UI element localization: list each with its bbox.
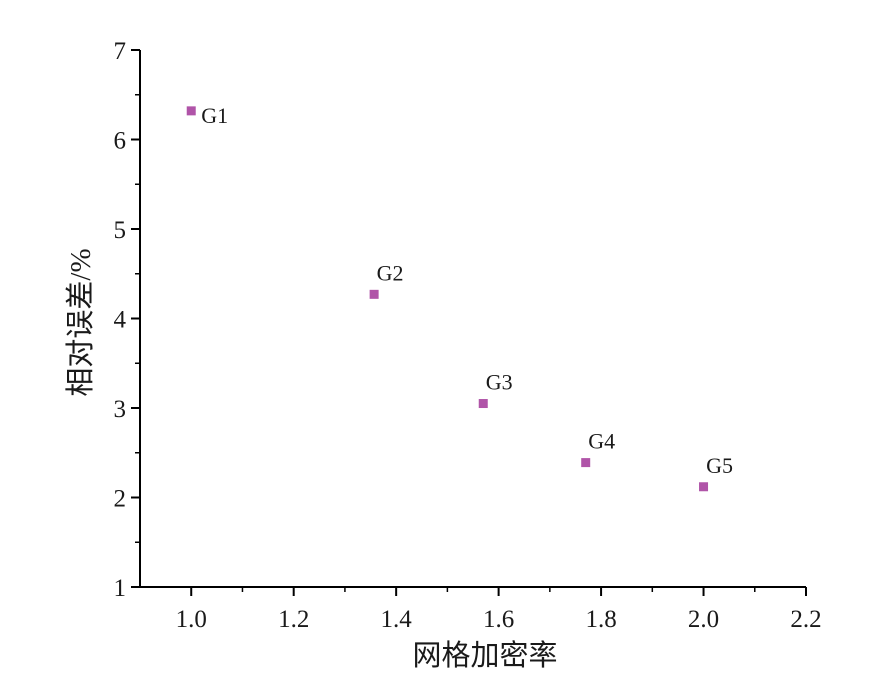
x-tick-label: 1.2: [278, 606, 309, 633]
data-points: G1 G2 G3 G4 G5: [186, 103, 733, 492]
data-point-g4: [581, 458, 591, 468]
y-tick-label: 6: [114, 128, 127, 155]
y-tick-label: 2: [114, 486, 127, 513]
x-tick-label: 1.8: [585, 606, 616, 633]
y-tick-label: 7: [114, 38, 127, 65]
x-tick-label: 1.0: [176, 606, 207, 633]
data-point-g1: [186, 106, 196, 116]
data-point-g2: [369, 289, 379, 299]
x-ticks: 1.0 1.2 1.4 1.6 1.8 2.0 2.2: [176, 587, 822, 633]
y-tick-label: 4: [114, 307, 127, 334]
x-axis-title: 网格加密率: [412, 639, 557, 672]
y-tick-label: 3: [114, 396, 127, 423]
point-label-g1: G1: [201, 103, 228, 128]
axes: [139, 50, 806, 588]
y-tick-label: 1: [114, 575, 127, 602]
y-tick-label: 5: [114, 217, 127, 244]
point-label-g2: G2: [377, 260, 404, 285]
y-axis-title: 相对误差/%: [64, 248, 97, 396]
point-label-g3: G3: [486, 370, 513, 395]
y-ticks: 1 2 3 4 5 6 7: [114, 38, 140, 602]
point-label-g5: G5: [706, 453, 733, 478]
data-point-g5: [699, 482, 709, 492]
x-tick-label: 2.0: [688, 606, 719, 633]
point-label-g4: G4: [588, 429, 615, 454]
x-tick-label: 2.2: [790, 606, 821, 633]
x-tick-label: 1.4: [381, 606, 413, 633]
x-tick-label: 1.6: [483, 606, 514, 633]
data-point-g3: [478, 399, 488, 409]
